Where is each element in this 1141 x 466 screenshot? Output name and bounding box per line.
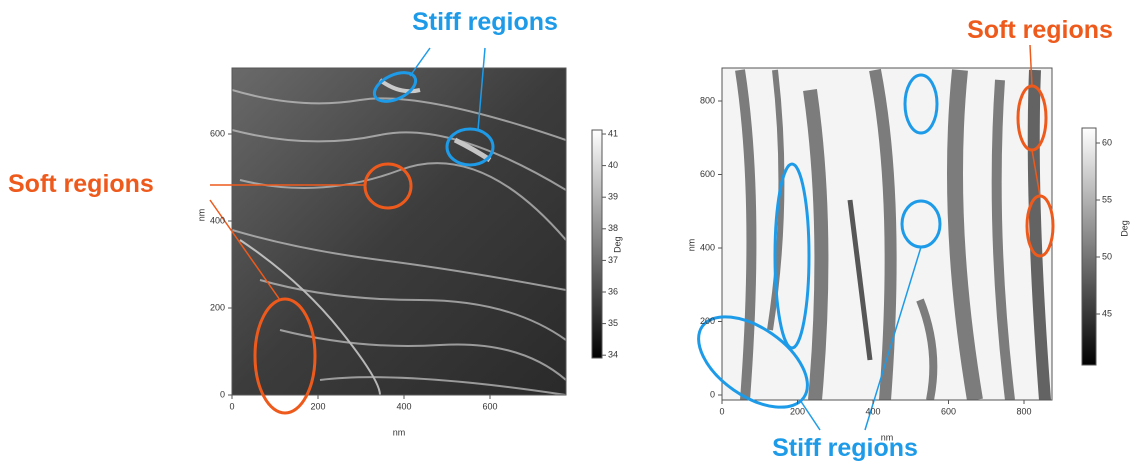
colorbar-tick-label: 45 bbox=[1102, 308, 1112, 318]
colorbar-tick-label: 60 bbox=[1102, 137, 1112, 147]
colorbar-tick-label: 34 bbox=[608, 350, 618, 360]
y-tick-label: 600 bbox=[700, 169, 715, 179]
annotation-label: Soft regions bbox=[967, 16, 1113, 44]
colorbar-right bbox=[1082, 128, 1096, 365]
x-tick-label: 0 bbox=[229, 401, 234, 411]
y-tick-label: 0 bbox=[220, 389, 225, 399]
y-tick-label: 200 bbox=[210, 302, 225, 312]
x-tick-label: 600 bbox=[941, 406, 956, 416]
x-tick-label: 600 bbox=[482, 401, 497, 411]
x-tick-label: 200 bbox=[310, 401, 325, 411]
x-tick-label: 200 bbox=[790, 406, 805, 416]
x-axis-label: nm bbox=[881, 432, 894, 442]
afm-image-right bbox=[722, 68, 1052, 400]
annotation-label: Soft regions bbox=[8, 170, 154, 198]
y-axis-label: nm bbox=[196, 209, 206, 222]
colorbar-tick-label: 35 bbox=[608, 318, 618, 328]
y-tick-label: 400 bbox=[210, 215, 225, 225]
colorbar-left bbox=[592, 130, 602, 358]
colorbar-label: Deg bbox=[1119, 220, 1129, 237]
colorbar-tick-label: 39 bbox=[608, 192, 618, 202]
x-tick-label: 0 bbox=[719, 406, 724, 416]
y-tick-label: 400 bbox=[700, 242, 715, 252]
colorbar-tick-label: 38 bbox=[608, 223, 618, 233]
x-tick-label: 800 bbox=[1016, 406, 1031, 416]
y-tick-label: 800 bbox=[700, 95, 715, 105]
annotation-label: Stiff regions bbox=[412, 8, 558, 36]
colorbar-tick-label: 41 bbox=[608, 128, 618, 138]
colorbar-tick-label: 40 bbox=[608, 160, 618, 170]
x-tick-label: 400 bbox=[396, 401, 411, 411]
y-tick-label: 200 bbox=[700, 316, 715, 326]
y-axis-label: nm bbox=[686, 239, 696, 252]
colorbar-tick-label: 37 bbox=[608, 255, 618, 265]
x-axis-label: nm bbox=[393, 427, 406, 437]
x-tick-label: 400 bbox=[865, 406, 880, 416]
figure: Stiff regions Soft regions Soft regions … bbox=[0, 0, 1141, 466]
colorbar-label: Deg bbox=[612, 236, 622, 253]
colorbar-tick-label: 36 bbox=[608, 286, 618, 296]
y-tick-label: 0 bbox=[710, 389, 715, 399]
colorbar-tick-label: 55 bbox=[1102, 194, 1112, 204]
afm-image-left bbox=[232, 68, 566, 395]
y-tick-label: 600 bbox=[210, 128, 225, 138]
annotation-label: Stiff regions bbox=[772, 434, 918, 462]
colorbar-tick-label: 50 bbox=[1102, 251, 1112, 261]
